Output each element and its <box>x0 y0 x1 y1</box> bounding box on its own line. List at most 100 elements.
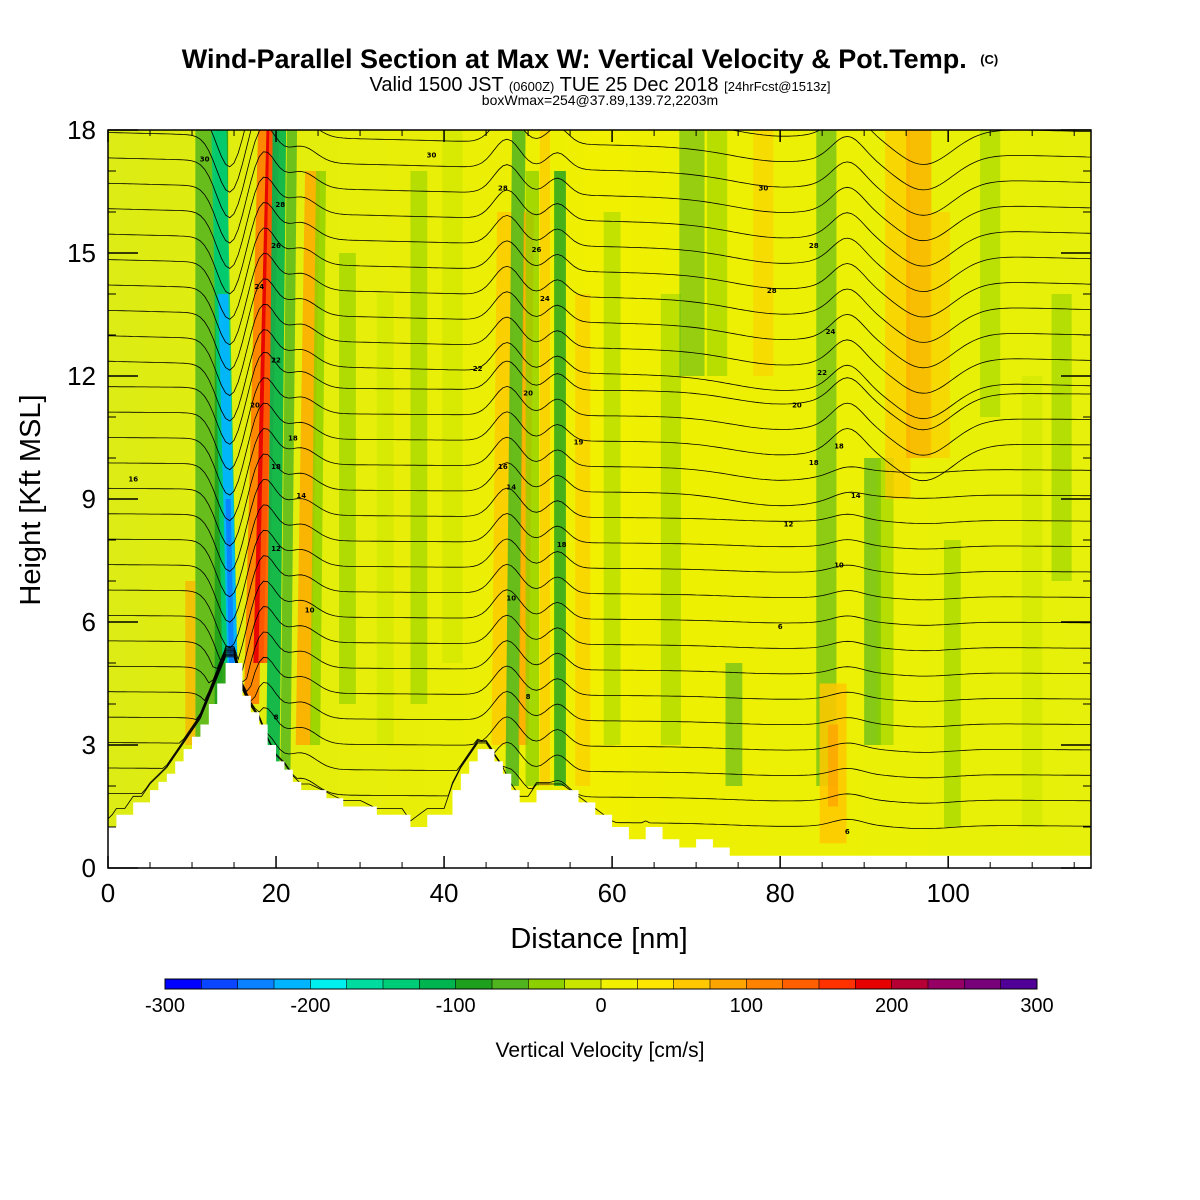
velocity-band <box>410 171 428 704</box>
valid-time: Valid 1500 JST <box>369 74 503 96</box>
theta-contour <box>108 529 1091 623</box>
contour-label: 12 <box>271 545 281 553</box>
contour-label: 24 <box>826 328 836 336</box>
theta-contour <box>108 479 1091 572</box>
x-tick-label: 20 <box>262 878 291 908</box>
contour-label: 20 <box>523 389 533 397</box>
velocity-band <box>185 581 196 745</box>
theta-contour <box>108 651 1091 728</box>
theta-contour <box>108 130 1091 193</box>
plot-area: 8 10 12 14 18 18 20 22 24 26 28 30 16 30 28 26 24 22 20 19 1… <box>108 130 1091 868</box>
colorbar-swatch <box>928 979 965 989</box>
theta-contour <box>108 652 1091 753</box>
y-tick-label: 9 <box>82 484 96 514</box>
x-tick-label: 100 <box>926 878 969 908</box>
colorbar-swatch <box>165 979 202 989</box>
colorbar-swatch <box>274 979 311 989</box>
colorbar-swatch <box>637 979 674 989</box>
velocity-band <box>603 212 621 745</box>
velocity-band <box>218 294 238 684</box>
contour-label: 20 <box>792 402 802 410</box>
contour-label: 18 <box>557 541 567 549</box>
x-axis-label: Distance [nm] <box>510 923 687 955</box>
theta-contour <box>108 606 1091 672</box>
contour-label: 20 <box>250 402 260 410</box>
valid-time-line: Valid 1500 JST (0600Z) TUE 25 Dec 2018 [… <box>369 74 830 96</box>
velocity-band <box>525 171 540 786</box>
chart-title-mark: (C) <box>980 52 998 67</box>
contour-label: 24 <box>540 295 550 303</box>
contour-label: 14 <box>851 492 861 500</box>
contour-label: 26 <box>271 242 281 250</box>
velocity-band <box>707 130 728 376</box>
theta-contour <box>108 252 1091 346</box>
colorbar-swatch <box>564 979 602 989</box>
x-axis: 0 20 40 60 80 100 <box>101 130 1075 908</box>
theta-contour <box>108 151 1091 244</box>
velocity-band <box>753 130 774 376</box>
y-tick-label: 3 <box>82 730 96 760</box>
contour-label: 19 <box>574 439 584 447</box>
velocity-band <box>554 171 566 786</box>
valid-utc: (0600Z) <box>509 79 555 94</box>
velocity-band <box>929 212 950 458</box>
colorbar-frame <box>164 978 1038 990</box>
theta-contour <box>108 402 1091 496</box>
theta-contour <box>108 351 1091 445</box>
colorbar-swatch <box>310 979 347 989</box>
velocity-band <box>725 663 743 786</box>
contour-label: 26 <box>532 246 542 254</box>
colorbar-swatch <box>383 979 420 989</box>
colorbar-swatch <box>855 979 892 989</box>
velocity-band <box>876 458 894 745</box>
colorbar-swatch <box>601 979 638 989</box>
velocity-band <box>310 171 327 745</box>
theta-contour <box>108 453 1091 547</box>
colorbar-swatch <box>237 979 275 989</box>
contour-label: 14 <box>506 484 516 492</box>
colorbar-tick-label: -200 <box>290 995 330 1017</box>
velocity-band <box>265 130 287 786</box>
contour-label: 10 <box>506 594 516 602</box>
theta-contour <box>108 303 1091 397</box>
velocity-band <box>906 130 932 458</box>
contour-label: 30 <box>200 156 210 164</box>
contour-label: 12 <box>784 521 794 529</box>
colorbar-swatch <box>710 979 747 989</box>
contour-label: 22 <box>817 369 827 377</box>
valid-date: TUE 25 Dec 2018 <box>560 74 719 96</box>
contour-label: 16 <box>498 463 508 471</box>
theta-contour <box>108 650 1091 702</box>
velocity-band <box>225 499 235 663</box>
colorbar-swatch <box>673 979 711 989</box>
contour-label: 10 <box>305 607 315 615</box>
colorbar-tick-label: 300 <box>1020 995 1053 1017</box>
contour-label: 28 <box>275 201 285 209</box>
theta-contour <box>108 555 1091 649</box>
theta-contour <box>210 130 1091 168</box>
theta-contour <box>108 130 1091 219</box>
box-wmax-info: boxWmax=254@37.89,139.72,2203m <box>482 92 718 108</box>
contour-label: 18 <box>288 435 298 443</box>
colorbar-swatch <box>746 979 783 989</box>
theta-contour <box>108 428 1091 522</box>
velocity-band <box>505 130 526 786</box>
velocity-band <box>295 171 321 745</box>
theta-contour <box>108 580 1091 665</box>
terrain-profile <box>108 663 1091 868</box>
colorbar-swatch <box>346 979 384 989</box>
chart-title-main: Wind-Parallel Section at Max W: Vertical… <box>182 44 967 74</box>
colorbar-tick-label: 100 <box>730 995 763 1017</box>
contour-label: 22 <box>271 357 281 365</box>
velocity-band <box>679 130 705 376</box>
y-tick-label: 15 <box>67 238 96 268</box>
y-axis-label: Height [Kft MSL] <box>15 394 47 605</box>
colorbar-swatch <box>419 979 456 989</box>
colorbar-swatch <box>819 979 856 989</box>
colorbar-swatch <box>964 979 1001 989</box>
colorbar-ticks: -300 -200 -100 0 100 200 300 <box>145 995 1054 1017</box>
contour-label: 28 <box>809 242 819 250</box>
velocity-band <box>376 294 394 745</box>
contour-label: 6 <box>845 828 850 836</box>
